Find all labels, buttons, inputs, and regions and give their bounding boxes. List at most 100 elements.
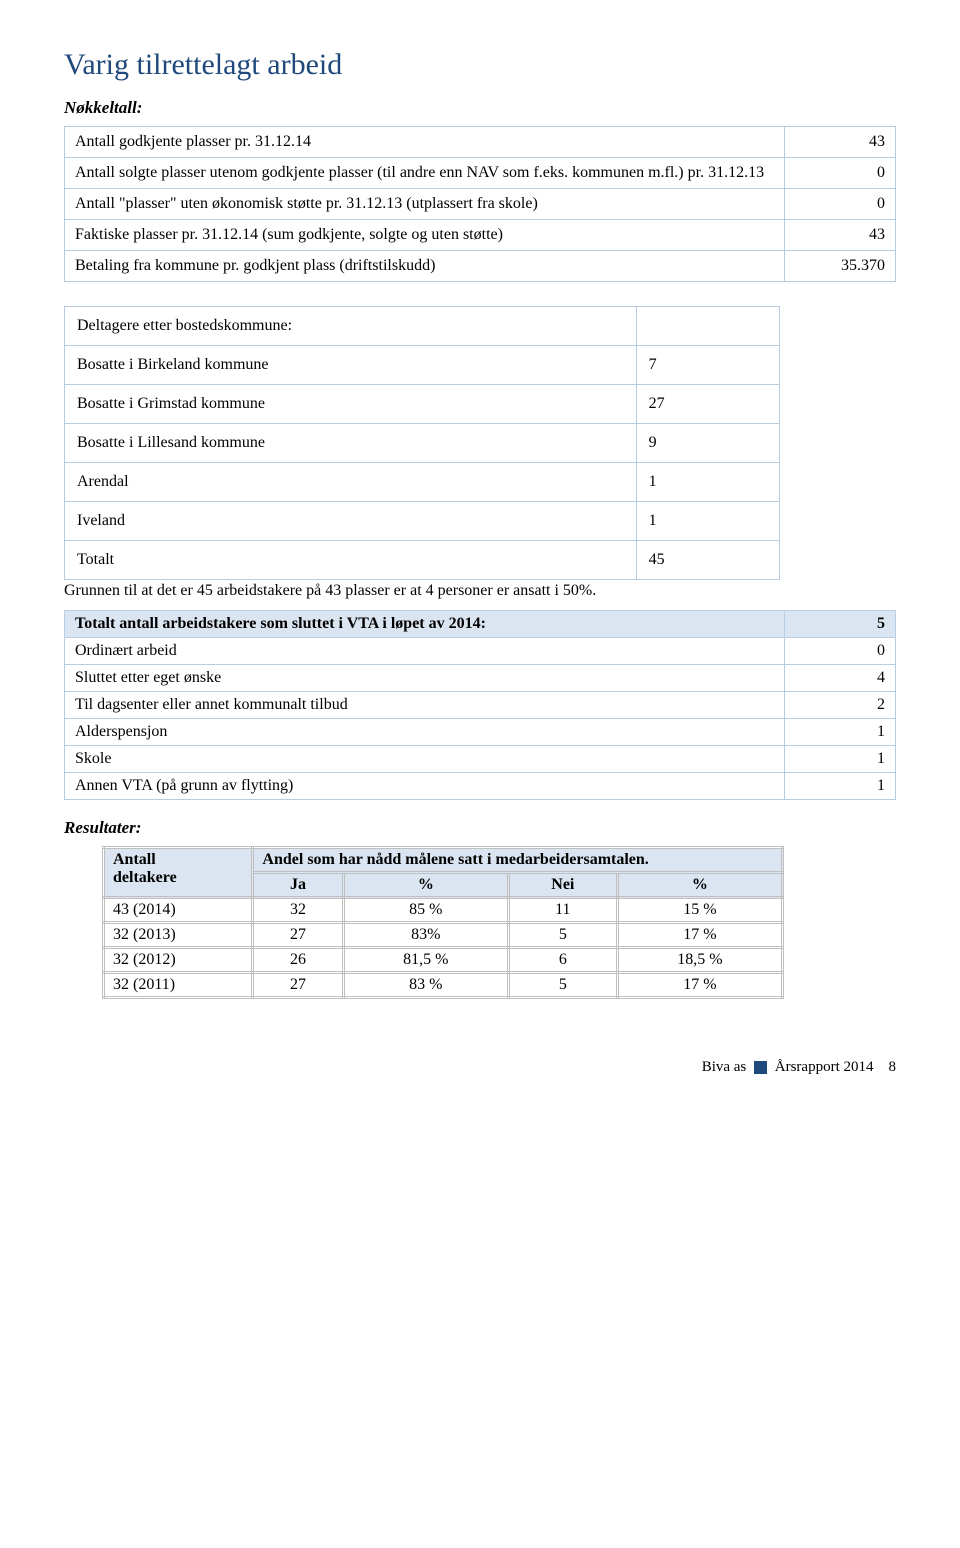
cell-value: 0 xyxy=(785,158,896,189)
cell-label: Antall "plasser" uten økonomisk støtte p… xyxy=(65,189,785,220)
cell-value: 11 xyxy=(509,898,617,923)
cell-value: 9 xyxy=(636,424,779,463)
cell-label: Iveland xyxy=(65,502,637,541)
cell-value: 83% xyxy=(343,923,509,948)
cell-label: Betaling fra kommune pr. godkjent plass … xyxy=(65,251,785,282)
table-row: Totalt45 xyxy=(65,541,780,580)
table-row: Betaling fra kommune pr. godkjent plass … xyxy=(65,251,896,282)
table-row: Antall "plasser" uten økonomisk støtte p… xyxy=(65,189,896,220)
cell-year: 32 (2013) xyxy=(104,923,253,948)
table-row: Ordinært arbeid0 xyxy=(65,638,896,665)
cell-value: 85 % xyxy=(343,898,509,923)
footer-doc: Årsrapport 2014 xyxy=(775,1059,874,1075)
table-row: Arendal1 xyxy=(65,463,780,502)
table-row: Faktiske plasser pr. 31.12.14 (sum godkj… xyxy=(65,220,896,251)
cell-label: Alderspensjon xyxy=(65,719,785,746)
cell-label: Antall solgte plasser utenom godkjente p… xyxy=(65,158,785,189)
table-row: 32 (2011) 27 83 % 5 17 % xyxy=(104,973,783,998)
cell-label: Ordinært arbeid xyxy=(65,638,785,665)
table-row: Bosatte i Birkeland kommune7 xyxy=(65,346,780,385)
cell-value: 18,5 % xyxy=(617,948,783,973)
cell-label: Skole xyxy=(65,746,785,773)
table-row: Bosatte i Lillesand kommune9 xyxy=(65,424,780,463)
cell-value: 4 xyxy=(785,665,896,692)
cell-value: 32 xyxy=(253,898,343,923)
cell-value: 45 xyxy=(636,541,779,580)
cell-value: 1 xyxy=(636,502,779,541)
cell-value: 5 xyxy=(509,923,617,948)
cell-year: 32 (2012) xyxy=(104,948,253,973)
cell-label: Totalt antall arbeidstakere som sluttet … xyxy=(65,611,785,638)
cell-label: Totalt xyxy=(65,541,637,580)
table-row: Skole1 xyxy=(65,746,896,773)
cell-value: 5 xyxy=(785,611,896,638)
cell-value: 2 xyxy=(785,692,896,719)
cell-label: Antall godkjente plasser pr. 31.12.14 xyxy=(65,127,785,158)
cell-value: 15 % xyxy=(617,898,783,923)
cell-value: 43 xyxy=(785,220,896,251)
cell-label: Arendal xyxy=(65,463,637,502)
cell-year: 32 (2011) xyxy=(104,973,253,998)
nokkeltall-heading: Nøkkeltall: xyxy=(64,98,896,118)
cell-value: 43 xyxy=(785,127,896,158)
cell-header: Andel som har nådd målene satt i medarbe… xyxy=(253,848,783,873)
cell-value: 27 xyxy=(636,385,779,424)
table-row: Iveland1 xyxy=(65,502,780,541)
table-row: Til dagsenter eller annet kommunalt tilb… xyxy=(65,692,896,719)
cell-label: Bosatte i Birkeland kommune xyxy=(65,346,637,385)
table-row: Annen VTA (på grunn av flytting)1 xyxy=(65,773,896,800)
bosted-table: Deltagere etter bostedskommune: Bosatte … xyxy=(64,306,780,580)
cell-label: Til dagsenter eller annet kommunalt tilb… xyxy=(65,692,785,719)
cell-value xyxy=(636,307,779,346)
cell-value: 1 xyxy=(785,719,896,746)
table-header-row: Deltagere etter bostedskommune: xyxy=(65,307,780,346)
cell-year: 43 (2014) xyxy=(104,898,253,923)
table-row: Alderspensjon1 xyxy=(65,719,896,746)
cell-value: 0 xyxy=(785,189,896,220)
cell-value: 27 xyxy=(253,973,343,998)
cell-value: 6 xyxy=(509,948,617,973)
table-header-row: Antalldeltakere Andel som har nådd målen… xyxy=(104,848,783,873)
table-row: Sluttet etter eget ønske4 xyxy=(65,665,896,692)
table-row: 32 (2013) 27 83% 5 17 % xyxy=(104,923,783,948)
cell-label: Faktiske plasser pr. 31.12.14 (sum godkj… xyxy=(65,220,785,251)
table-header-row: Totalt antall arbeidstakere som sluttet … xyxy=(65,611,896,638)
page-footer: Biva as Årsrapport 2014 8 xyxy=(64,1059,896,1076)
nokkeltall-table: Antall godkjente plasser pr. 31.12.1443 … xyxy=(64,126,896,282)
cell-header: Antalldeltakere xyxy=(104,848,253,898)
cell-value: 7 xyxy=(636,346,779,385)
table-row: Antall godkjente plasser pr. 31.12.1443 xyxy=(65,127,896,158)
cell-value: 1 xyxy=(785,773,896,800)
square-icon xyxy=(754,1061,767,1074)
cell-value: 26 xyxy=(253,948,343,973)
resultater-table: Antalldeltakere Andel som har nådd målen… xyxy=(102,846,784,999)
cell-value: 35.370 xyxy=(785,251,896,282)
sluttet-table: Totalt antall arbeidstakere som sluttet … xyxy=(64,610,896,800)
table-row: 32 (2012) 26 81,5 % 6 18,5 % xyxy=(104,948,783,973)
cell-header: Ja xyxy=(253,873,343,898)
resultater-heading: Resultater: xyxy=(64,818,896,838)
cell-label: Bosatte i Grimstad kommune xyxy=(65,385,637,424)
cell-value: 27 xyxy=(253,923,343,948)
table-row: Antall solgte plasser utenom godkjente p… xyxy=(65,158,896,189)
cell-label: Annen VTA (på grunn av flytting) xyxy=(65,773,785,800)
cell-label: Deltagere etter bostedskommune: xyxy=(65,307,637,346)
cell-header: % xyxy=(343,873,509,898)
table-row: Bosatte i Grimstad kommune27 xyxy=(65,385,780,424)
cell-value: 83 % xyxy=(343,973,509,998)
cell-value: 17 % xyxy=(617,973,783,998)
cell-value: 81,5 % xyxy=(343,948,509,973)
cell-header: % xyxy=(617,873,783,898)
cell-label: Sluttet etter eget ønske xyxy=(65,665,785,692)
note-text: Grunnen til at det er 45 arbeidstakere p… xyxy=(64,582,896,600)
cell-header: Nei xyxy=(509,873,617,898)
page-title: Varig tilrettelagt arbeid xyxy=(64,48,896,82)
cell-label: Bosatte i Lillesand kommune xyxy=(65,424,637,463)
footer-page: 8 xyxy=(889,1059,897,1075)
table-row: 43 (2014) 32 85 % 11 15 % xyxy=(104,898,783,923)
cell-value: 17 % xyxy=(617,923,783,948)
cell-value: 1 xyxy=(785,746,896,773)
cell-value: 1 xyxy=(636,463,779,502)
cell-value: 5 xyxy=(509,973,617,998)
footer-brand: Biva as xyxy=(702,1059,747,1075)
